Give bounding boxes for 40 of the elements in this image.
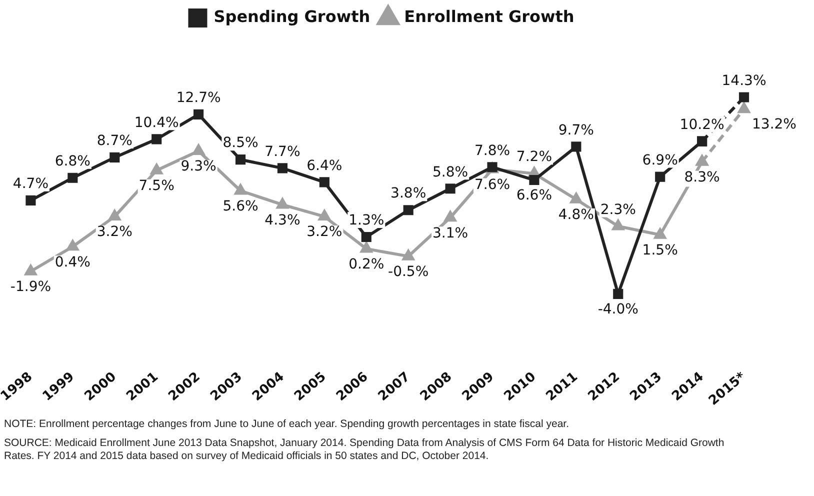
data-label: 7.8% xyxy=(474,142,510,159)
source-note: SOURCE: Medicaid Enrollment June 2013 Data Snapshot, January 2014. Spending Data from Analysis of CMS Form 64 Data for Historic Medicaid Growth Rates. FY 2014 and 2015 data based on survey of Medicaid officials in 50 states and DC, October 2014. xyxy=(4,437,726,463)
data-label: 7.5% xyxy=(138,178,174,194)
data-label: 3.2% xyxy=(306,224,342,240)
data-label: -1.9% xyxy=(10,279,52,296)
data-label: 0.2% xyxy=(348,256,384,272)
data-label: 2.3% xyxy=(600,202,636,218)
data-label: 1.3% xyxy=(348,212,384,229)
data-label: 9.7% xyxy=(558,122,594,138)
data-label: 10.2% xyxy=(680,116,724,133)
data-label: -4.0% xyxy=(598,302,638,318)
data-label: 7.2% xyxy=(516,149,552,166)
data-label: 6.9% xyxy=(642,152,678,168)
legend-label: Enrollment Growth xyxy=(404,7,574,26)
data-label: -0.5% xyxy=(388,264,429,280)
data-label: 8.3% xyxy=(684,169,720,186)
data-label: 3.1% xyxy=(432,225,468,242)
data-label: 4.8% xyxy=(558,207,594,223)
data-label: 3.2% xyxy=(96,224,132,240)
data-label: 14.3% xyxy=(722,72,766,89)
data-label: 8.7% xyxy=(96,133,132,150)
data-label: 7.7% xyxy=(264,144,300,160)
data-label: 12.7% xyxy=(176,90,221,106)
data-label: 0.4% xyxy=(54,254,90,270)
data-label: 6.8% xyxy=(54,154,90,170)
data-label: 6.4% xyxy=(306,158,342,174)
legend-label: Spending Growth xyxy=(214,7,370,26)
data-label: 5.6% xyxy=(222,198,258,214)
data-label: 6.6% xyxy=(516,188,552,204)
data-label: 7.6% xyxy=(474,176,510,193)
data-label: 4.3% xyxy=(264,212,300,228)
data-label: 10.4% xyxy=(134,114,179,131)
data-label: 5.8% xyxy=(432,164,468,180)
data-label: 13.2% xyxy=(752,116,796,133)
data-label: 3.8% xyxy=(390,186,426,202)
data-label: 4.7% xyxy=(12,176,49,192)
data-label: 9.3% xyxy=(180,158,216,175)
data-label: 1.5% xyxy=(642,242,678,258)
data-label: 8.5% xyxy=(222,135,258,152)
text: NOTE: Enrollment percentage changes from June to June of each year. Spending growth percentages in state fiscal year. xyxy=(4,418,570,431)
